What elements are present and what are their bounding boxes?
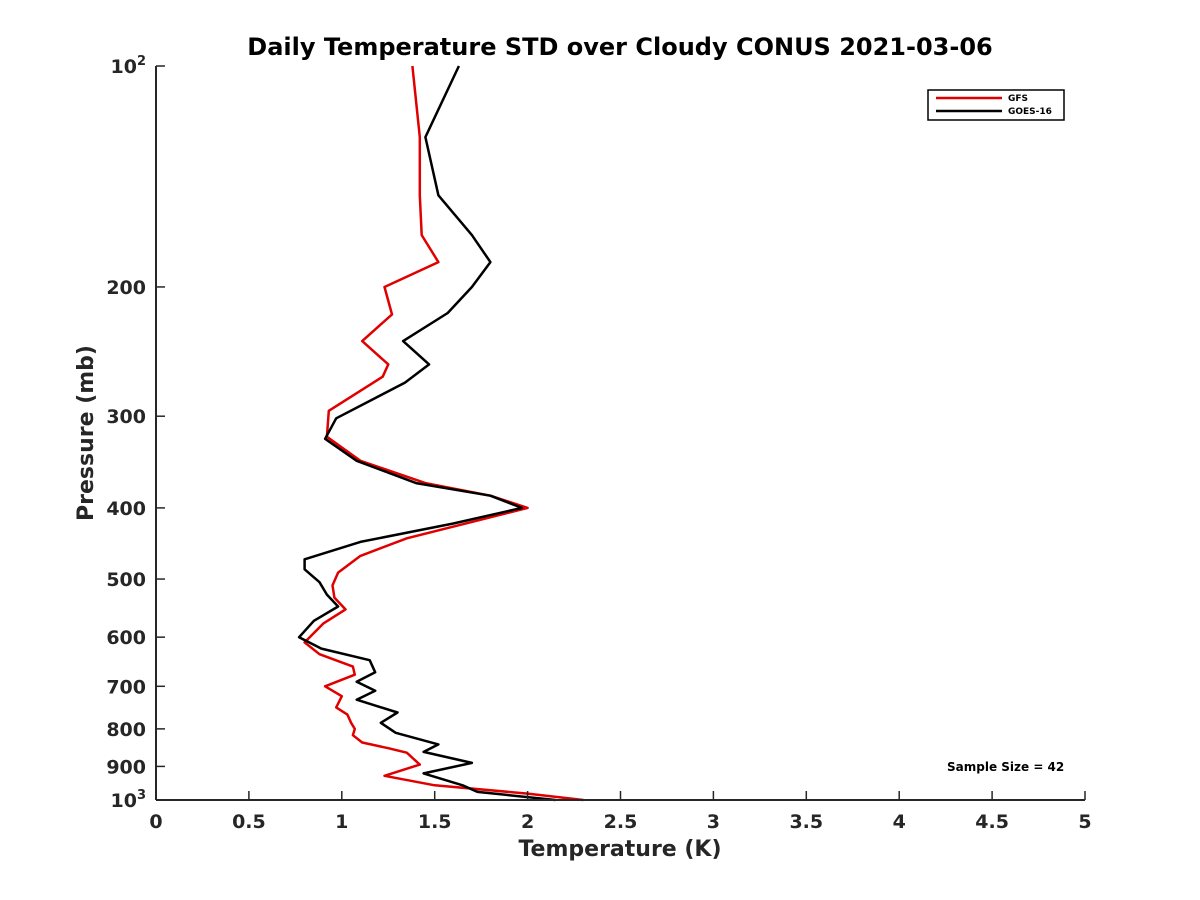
x-tick-label: 3 [707, 811, 720, 833]
legend: GFS GOES-16 [927, 89, 1065, 121]
x-tick-label: 2 [521, 811, 534, 833]
y-tick-label: 900 [106, 756, 146, 778]
y-tick-label: 200 [106, 277, 146, 299]
series-line-goes16 [297, 65, 556, 802]
legend-label-goes16: GOES-16 [1008, 107, 1052, 117]
y-tick-label: 600 [106, 627, 146, 649]
x-ticks: 0 0.5 1 1.5 2 2.5 3 3.5 4 4.5 5 [149, 791, 1092, 833]
x-tick-label: 1.5 [418, 811, 452, 833]
x-tick-label: 2.5 [604, 811, 638, 833]
x-tick-label: 1 [335, 811, 348, 833]
y-tick-label: 103 [111, 788, 147, 812]
x-axis-label: Temperature (K) [518, 837, 721, 862]
y-tick-label: 102 [111, 54, 147, 78]
x-tick-label: 4 [893, 811, 906, 833]
sample-size-annotation: Sample Size = 42 [947, 760, 1064, 774]
y-tick-label: 700 [106, 676, 146, 698]
series-layer [297, 65, 584, 802]
series-line-gfs [303, 65, 584, 802]
x-tick-label: 4.5 [975, 811, 1009, 833]
legend-box [927, 89, 1065, 121]
x-tick-label: 0 [149, 811, 162, 833]
x-tick-label: 0.5 [232, 811, 266, 833]
chart-title: Daily Temperature STD over Cloudy CONUS … [247, 33, 992, 61]
y-tick-label: 500 [106, 569, 146, 591]
y-tick-label: 300 [106, 406, 146, 428]
y-tick-label: 800 [106, 719, 146, 741]
x-tick-label: 5 [1078, 811, 1091, 833]
x-tick-label: 3.5 [789, 811, 823, 833]
legend-label-gfs: GFS [1008, 94, 1028, 104]
y-axis-label: Pressure (mb) [74, 345, 99, 521]
y-ticks: 102 200 300 400 500 600 700 800 900 103 [106, 54, 165, 812]
y-tick-label: 400 [106, 498, 146, 520]
